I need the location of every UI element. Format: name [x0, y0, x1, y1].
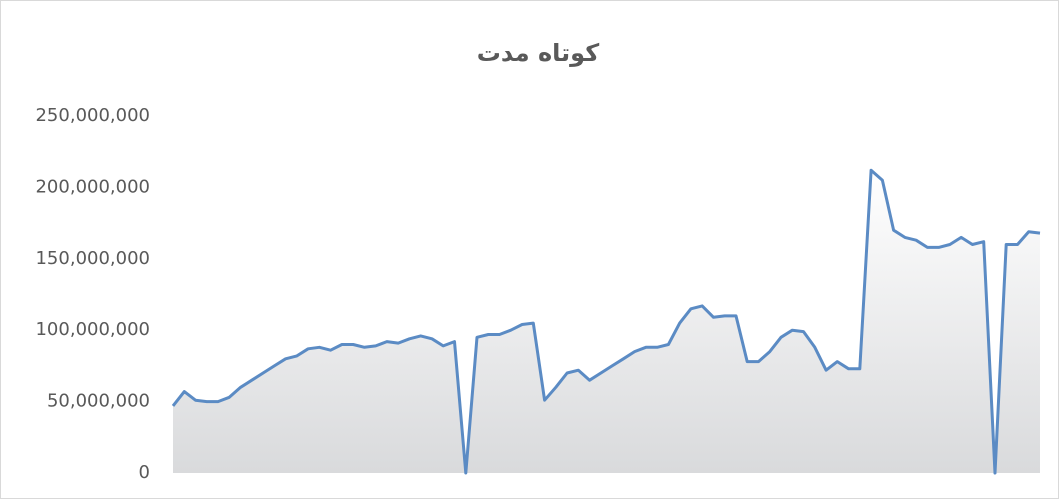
y-tick-label: 100,000,000 [35, 319, 150, 340]
y-tick-label: 150,000,000 [35, 248, 150, 269]
y-tick-label: 0 [139, 462, 150, 483]
line [171, 168, 1041, 475]
y-tick-label: 250,000,000 [35, 105, 150, 126]
area [173, 170, 1040, 474]
chart-title: کوتاه مدت [477, 39, 599, 67]
y-tick-label: 200,000,000 [35, 176, 150, 197]
y-tick-label: 50,000,000 [47, 391, 150, 412]
